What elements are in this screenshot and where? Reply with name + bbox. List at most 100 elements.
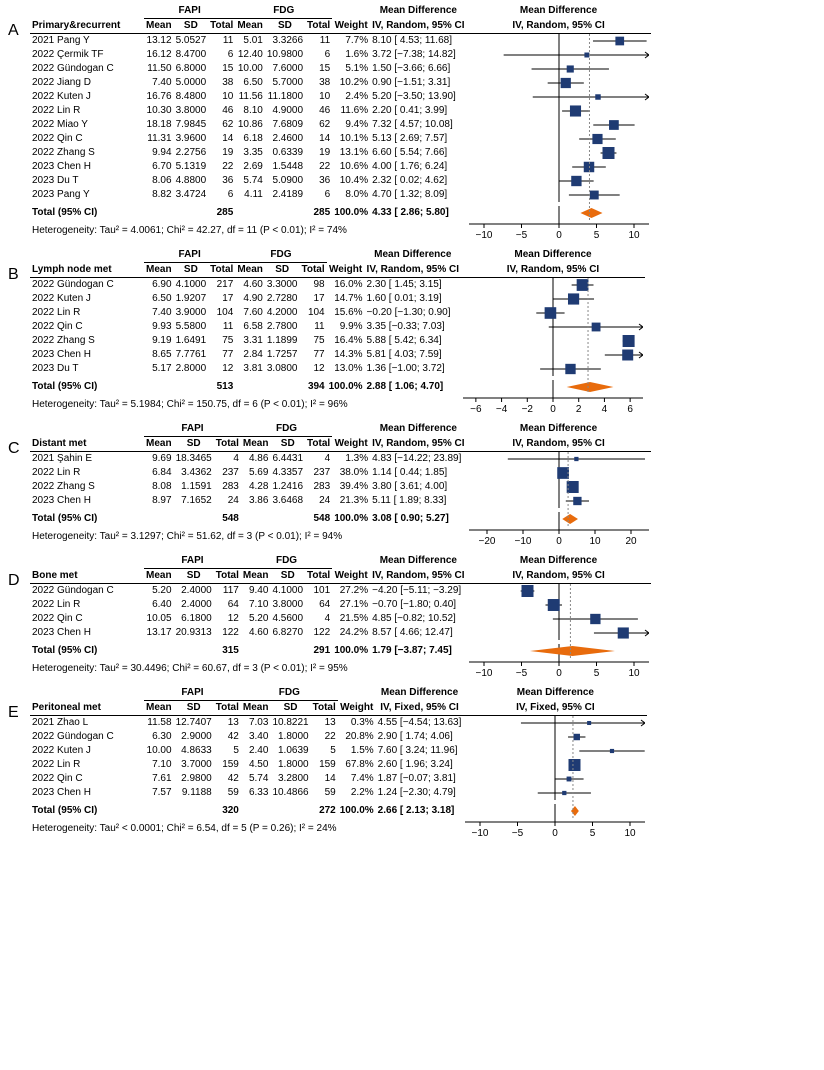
forest-diamond <box>467 640 651 658</box>
study-label: 2022 Gündogan C <box>30 730 144 744</box>
md-subtitle: IV, Random, 95% CI <box>370 437 466 452</box>
forest-row-plot <box>467 174 651 188</box>
group-fdg: FDG <box>241 422 332 437</box>
table-row: 2023 Chen H 6.705.131922 2.691.544822 10… <box>30 160 651 174</box>
md-title-plot: Mean Difference <box>461 248 645 263</box>
svg-text:5: 5 <box>593 668 599 679</box>
table-row: 2022 Qin C 11.313.960014 6.182.460014 10… <box>30 132 651 146</box>
table-row: 2021 Şahin E 9.6918.34654 4.866.44314 1.… <box>30 452 651 467</box>
outcome-label: Distant met <box>30 437 144 452</box>
group-fapi: FAPI <box>144 686 241 701</box>
table-row: 2022 Gündogan C 6.904.1000217 4.603.3000… <box>30 278 645 293</box>
study-label: 2022 Zhang S <box>30 146 144 160</box>
svg-text:−5: −5 <box>515 230 527 241</box>
study-label: 2022 Qin C <box>30 132 144 146</box>
table-row: 2022 Kuten J 6.501.920717 4.902.728017 1… <box>30 292 645 306</box>
outcome-label: Primary&recurrent <box>30 19 144 34</box>
forest-axis: −20−1001020 <box>467 526 651 548</box>
forest-row-plot <box>463 758 647 772</box>
study-label: 2023 Chen H <box>30 494 144 508</box>
total-row: Total (95% CI) 320 272 100.0% 2.66 [ 2.1… <box>30 800 647 818</box>
svg-text:6: 6 <box>627 404 633 415</box>
total-row: Total (95% CI) 548 548 100.0% 3.08 [ 0.9… <box>30 508 651 526</box>
study-label: 2022 Çermik TF <box>30 48 144 62</box>
study-label: 2022 Zhang S <box>30 334 144 348</box>
table-row: 2023 Pang Y 8.823.47246 4.112.41896 8.0%… <box>30 188 651 202</box>
table-row: 2023 Chen H 13.1720.9313122 4.606.827012… <box>30 626 651 640</box>
outcome-label: Peritoneal met <box>30 701 144 716</box>
table-row: 2022 Qin C 9.935.580011 6.582.780011 9.9… <box>30 320 645 334</box>
forest-diamond <box>467 508 651 526</box>
heterogeneity-row: Heterogeneity: Tau² = 5.1984; Chi² = 150… <box>30 394 645 416</box>
forest-row-plot <box>463 716 647 731</box>
study-label: 2022 Lin R <box>30 598 144 612</box>
md-subtitle-plot: IV, Random, 95% CI <box>467 569 651 584</box>
forest-row-plot <box>467 598 651 612</box>
forest-diamond <box>461 376 645 394</box>
forest-axis: −10−50510 <box>467 220 651 242</box>
table-row: 2023 Chen H 7.579.118859 6.3310.486659 2… <box>30 786 647 800</box>
total-row: Total (95% CI) 513 394 100.0% 2.88 [ 1.0… <box>30 376 645 394</box>
total-row: Total (95% CI) 285 285 100.0% 4.33 [ 2.8… <box>30 202 651 220</box>
md-subtitle-plot: IV, Random, 95% CI <box>467 437 651 452</box>
forest-row-plot <box>467 188 651 202</box>
table-row: 2022 Miao Y 18.187.984562 10.867.680962 … <box>30 118 651 132</box>
forest-diamond <box>467 202 651 220</box>
group-fapi: FAPI <box>144 4 235 19</box>
forest-row-plot <box>461 362 645 376</box>
svg-text:−10: −10 <box>514 536 531 547</box>
forest-row-plot <box>467 90 651 104</box>
study-label: 2022 Qin C <box>30 772 144 786</box>
study-label: 2022 Gündogan C <box>30 278 144 293</box>
svg-text:−5: −5 <box>512 828 524 839</box>
svg-text:5: 5 <box>590 828 596 839</box>
svg-text:0: 0 <box>556 668 562 679</box>
panel-letter: C <box>8 440 20 458</box>
study-label: 2021 Şahin E <box>30 452 144 467</box>
md-title: Mean Difference <box>370 4 466 19</box>
table-row: 2022 Qin C 7.612.980042 5.743.280014 7.4… <box>30 772 647 786</box>
table-row: 2022 Gündogan C 11.506.800015 10.007.600… <box>30 62 651 76</box>
svg-text:−20: −20 <box>478 536 495 547</box>
svg-text:−10: −10 <box>475 230 492 241</box>
forest-row-plot <box>461 348 645 362</box>
md-title-plot: Mean Difference <box>467 554 651 569</box>
group-fdg: FDG <box>241 554 332 569</box>
forest-row-plot <box>467 146 651 160</box>
forest-axis: −10−50510 <box>467 658 651 680</box>
forest-row-plot <box>467 132 651 146</box>
study-label: 2022 Kuten J <box>30 292 144 306</box>
study-label: 2022 Qin C <box>30 612 144 626</box>
svg-text:2: 2 <box>576 404 582 415</box>
svg-text:10: 10 <box>628 230 640 241</box>
svg-text:−10: −10 <box>472 828 489 839</box>
forest-row-plot <box>467 104 651 118</box>
total-row: Total (95% CI) 315 291 100.0% 1.79 [−3.8… <box>30 640 651 658</box>
md-title-plot: Mean Difference <box>467 422 651 437</box>
heterogeneity-row: Heterogeneity: Tau² = 4.0061; Chi² = 42.… <box>30 220 651 242</box>
study-label: 2022 Miao Y <box>30 118 144 132</box>
svg-text:20: 20 <box>625 536 637 547</box>
heterogeneity-row: Heterogeneity: Tau² < 0.0001; Chi² = 6.5… <box>30 818 647 840</box>
md-title: Mean Difference <box>370 422 466 437</box>
study-label: 2022 Qin C <box>30 320 144 334</box>
study-label: 2022 Jiang D <box>30 76 144 90</box>
forest-row-plot <box>467 160 651 174</box>
table-row: 2022 Lin R 6.402.400064 7.103.800064 27.… <box>30 598 651 612</box>
study-label: 2022 Zhang S <box>30 480 144 494</box>
study-label: 2023 Chen H <box>30 786 144 800</box>
heterogeneity-row: Heterogeneity: Tau² = 3.1297; Chi² = 51.… <box>30 526 651 548</box>
forest-row-plot <box>467 62 651 76</box>
panel-letter: A <box>8 22 19 40</box>
forest-axis: −10−50510 <box>463 818 647 840</box>
md-title: Mean Difference <box>376 686 464 701</box>
group-fapi: FAPI <box>144 554 241 569</box>
forest-row-plot <box>467 34 651 49</box>
forest-table: FAPI FDG Mean Difference Mean Difference… <box>30 248 645 416</box>
table-row: 2022 Zhang S 9.191.649175 3.311.189975 1… <box>30 334 645 348</box>
svg-text:0: 0 <box>556 230 562 241</box>
forest-row-plot <box>467 76 651 90</box>
md-subtitle-plot: IV, Random, 95% CI <box>461 263 645 278</box>
forest-row-plot <box>463 744 647 758</box>
table-row: 2022 Jiang D 7.405.000038 6.505.700038 1… <box>30 76 651 90</box>
